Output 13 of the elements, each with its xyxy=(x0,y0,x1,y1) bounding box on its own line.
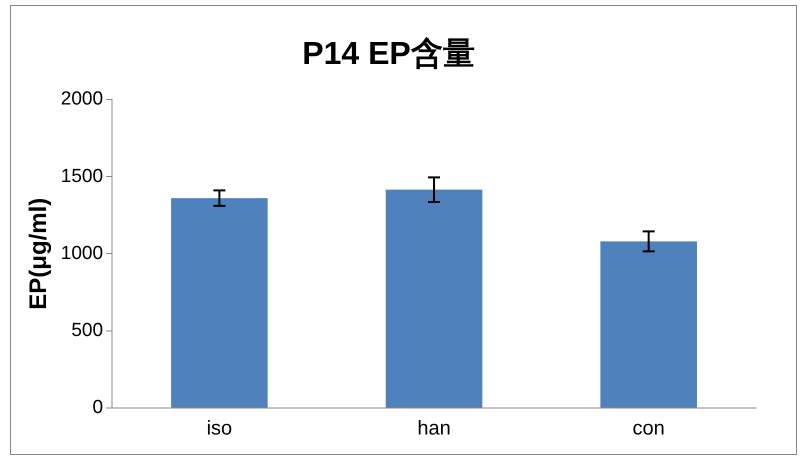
chart-title: P14 EP含量 xyxy=(302,35,475,72)
x-tick-label: iso xyxy=(206,418,232,440)
bar xyxy=(386,190,482,408)
x-tick-label: han xyxy=(417,418,451,440)
bar xyxy=(171,198,268,408)
y-tick-label: 500 xyxy=(71,320,104,342)
bar xyxy=(600,241,697,408)
y-tick-label: 1000 xyxy=(60,242,104,264)
y-tick-label: 0 xyxy=(92,397,104,418)
x-tick-label: con xyxy=(632,418,665,440)
y-axis-title: EP(μg/ml) xyxy=(25,198,52,310)
y-tick-label: 1500 xyxy=(60,166,104,187)
y-tick-label: 2000 xyxy=(60,88,104,110)
